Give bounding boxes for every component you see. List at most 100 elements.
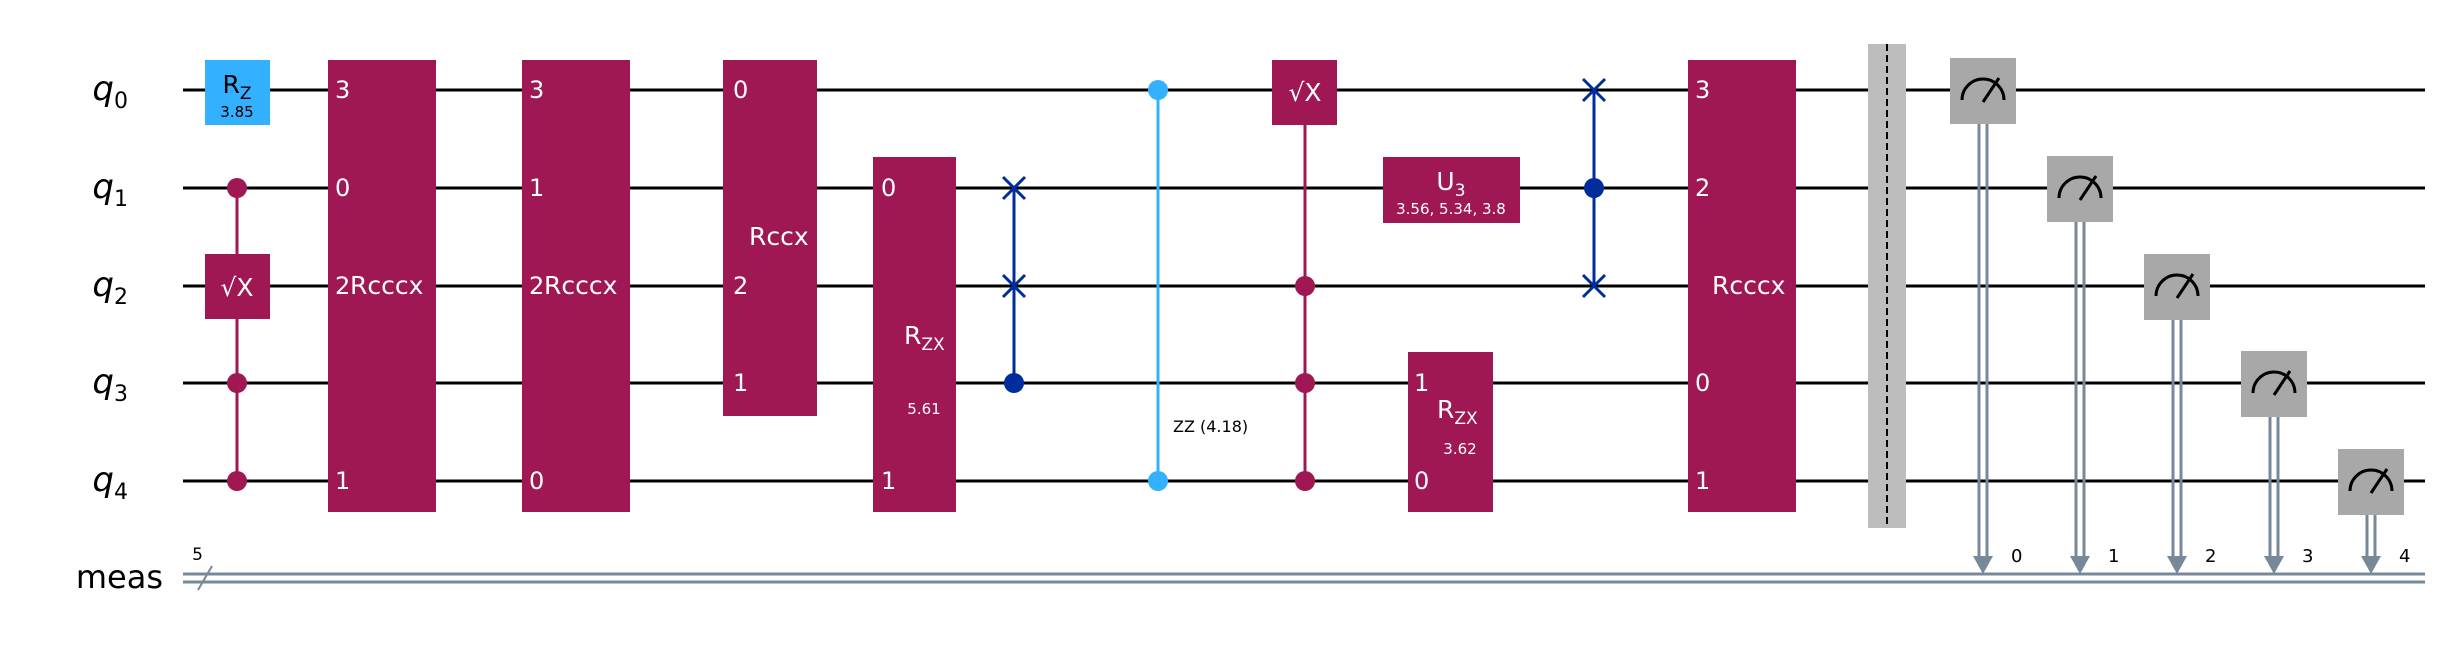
rzx-2-box xyxy=(1408,352,1493,512)
control-dot-q4 xyxy=(227,471,247,491)
measure-box-0 xyxy=(1950,58,2016,124)
rcccx-gate-2: 3 1 2 Rcccx 0 xyxy=(522,60,630,512)
rcccx-2-pin-q2: 2 xyxy=(529,272,544,300)
rz-gate: RZ 3.85 xyxy=(205,60,270,125)
classical-wire: 5 xyxy=(183,545,2425,591)
zz-gate: ZZ (4.18) xyxy=(1148,80,1248,491)
rcccx-3-label: Rcccx xyxy=(1712,271,1785,300)
rccx-label: Rccx xyxy=(749,222,809,251)
zz-dot-q4 xyxy=(1148,471,1168,491)
rzx-1-param: 5.61 xyxy=(907,400,940,418)
controlled-sx-gate-2: √X xyxy=(1272,60,1337,491)
measure-arrow-2 xyxy=(2167,556,2187,574)
sx-2-gate-box xyxy=(1272,60,1337,125)
u3-box xyxy=(1383,157,1520,223)
rcccx-1-pin-q2: 2 xyxy=(335,272,350,300)
measure-box-1 xyxy=(2047,156,2113,222)
meter-arc-icon xyxy=(2057,175,2103,199)
rcccx-3-pin-q1: 2 xyxy=(1695,174,1710,202)
measurements: 0 1 2 3 4 xyxy=(1950,58,2410,574)
measure-box-2 xyxy=(2144,254,2210,320)
rcccx-3-pin-q0: 3 xyxy=(1695,76,1710,104)
measure-gate-1: 1 xyxy=(2047,156,2119,574)
u3-gate: U3 3.56, 5.34, 3.8 xyxy=(1383,157,1520,223)
control-dot-q1 xyxy=(227,178,247,198)
measure-box-4 xyxy=(2338,449,2404,515)
measure-bit-label-4: 4 xyxy=(2399,546,2410,567)
sx-2-control-q2 xyxy=(1295,276,1315,296)
meter-needle-icon xyxy=(2175,273,2195,299)
measure-box-3 xyxy=(2241,351,2307,417)
measure-arrow-0 xyxy=(1973,556,1993,574)
meter-needle-icon xyxy=(2272,370,2292,396)
rcccx-3-pin-q4: 1 xyxy=(1695,467,1710,495)
rzx-1-box xyxy=(873,157,956,512)
rccx-pin-q3: 1 xyxy=(733,369,748,397)
meter-needle-icon xyxy=(2369,468,2389,494)
label-q1: q1 xyxy=(92,167,128,212)
measure-bit-label-3: 3 xyxy=(2302,546,2313,567)
measure-bit-label-0: 0 xyxy=(2011,546,2022,567)
register-labels: q0 q1 q2 q3 q4 meas xyxy=(76,69,163,596)
rcccx-3-box xyxy=(1688,60,1796,512)
meter-arc-icon xyxy=(2251,370,2297,394)
rzx-2-pin-q3: 1 xyxy=(1414,369,1429,397)
controlled-swap-gate-2 xyxy=(1581,77,1607,299)
measure-bit-label-1: 1 xyxy=(2108,546,2119,567)
measure-arrow-4 xyxy=(2361,556,2381,574)
measure-gate-4: 4 xyxy=(2338,449,2410,574)
rzx-1-label: RZX xyxy=(904,321,945,355)
rzx-2-pin-q4: 0 xyxy=(1414,467,1429,495)
swap-2-cross-q2 xyxy=(1581,273,1607,299)
rz-gate-box xyxy=(205,60,270,125)
label-q3: q3 xyxy=(92,362,128,407)
cswap-2-control-q1 xyxy=(1584,178,1604,198)
sx-gate-label: √X xyxy=(220,273,253,302)
label-q4: q4 xyxy=(92,460,128,505)
rzx-1-pin-q4: 1 xyxy=(881,467,896,495)
meter-arc-icon xyxy=(1960,77,2006,101)
swap-cross-q1 xyxy=(1001,175,1027,201)
rcccx-1-pin-q4: 1 xyxy=(335,467,350,495)
meter-arc-icon xyxy=(2154,273,2200,297)
zz-label: ZZ (4.18) xyxy=(1173,417,1248,436)
swap-2-cross-q0 xyxy=(1581,77,1607,103)
measure-gate-2: 2 xyxy=(2144,254,2216,574)
measure-arrow-1 xyxy=(2070,556,2090,574)
sx-2-control-q4 xyxy=(1295,471,1315,491)
rcccx-2-label: Rcccx xyxy=(544,271,617,300)
controlled-swap-gate xyxy=(1001,175,1027,393)
rz-gate-param: 3.85 xyxy=(220,103,253,121)
measure-bit-label-2: 2 xyxy=(2205,546,2216,567)
rz-gate-label: RZ xyxy=(222,70,251,104)
rcccx-2-box xyxy=(522,60,630,512)
rzx-2-label: RZX xyxy=(1437,395,1478,429)
rzx-1-pin-q1: 0 xyxy=(881,174,896,202)
rccx-pin-q2: 2 xyxy=(733,272,748,300)
label-q2: q2 xyxy=(92,265,128,310)
rzx-gate-2: 1 RZX 3.62 0 xyxy=(1408,352,1493,512)
zz-dot-q0 xyxy=(1148,80,1168,100)
rcccx-2-pin-q1: 1 xyxy=(529,174,544,202)
u3-params: 3.56, 5.34, 3.8 xyxy=(1396,200,1506,218)
rccx-gate: 0 Rccx 2 1 xyxy=(723,60,817,416)
swap-cross-q2 xyxy=(1001,273,1027,299)
meter-needle-icon xyxy=(1981,77,2001,103)
meter-needle-icon xyxy=(2078,175,2098,201)
measure-gate-0: 0 xyxy=(1950,58,2022,574)
measure-arrow-3 xyxy=(2264,556,2284,574)
classical-size-label: 5 xyxy=(192,545,203,565)
rcccx-gate-1: 3 0 2 Rcccx 1 xyxy=(328,60,436,512)
rcccx-3-pin-q3: 0 xyxy=(1695,369,1710,397)
sx-gate-box xyxy=(205,254,270,319)
rccx-box xyxy=(723,60,817,416)
rcccx-1-label: Rcccx xyxy=(350,271,423,300)
rcccx-1-pin-q1: 0 xyxy=(335,174,350,202)
rcccx-2-pin-q4: 0 xyxy=(529,467,544,495)
rccx-pin-q0: 0 xyxy=(733,76,748,104)
cswap-control-q3 xyxy=(1004,373,1024,393)
rcccx-1-pin-q0: 3 xyxy=(335,76,350,104)
label-q0: q0 xyxy=(92,69,128,114)
controlled-sx-gate: √X xyxy=(205,178,270,491)
measure-gate-3: 3 xyxy=(2241,351,2313,574)
